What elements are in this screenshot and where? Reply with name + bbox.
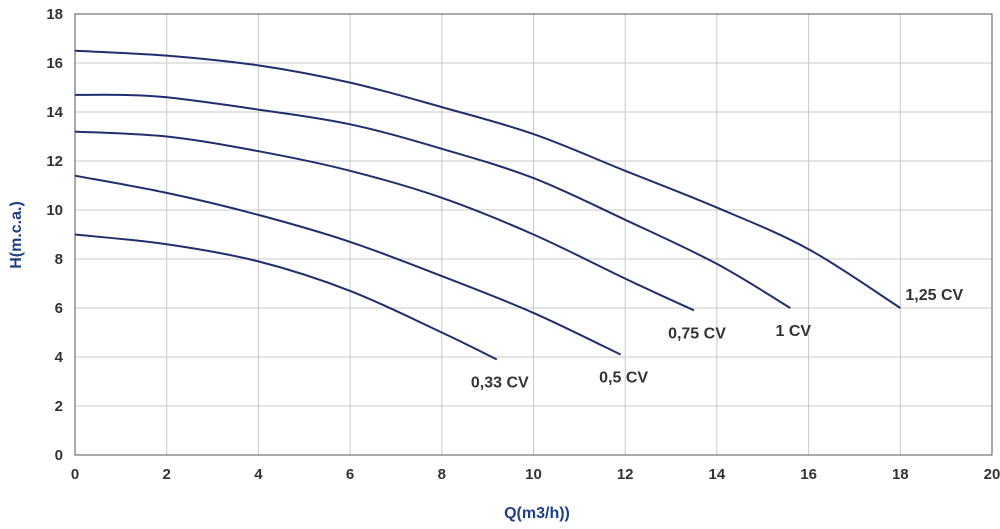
y-tick-label: 14 (46, 104, 63, 121)
x-tick-label: 14 (709, 466, 726, 483)
series-label: 1 CV (775, 323, 811, 340)
series-curve (74, 233, 498, 361)
series-label: 1,25 CV (905, 287, 963, 304)
x-tick-label: 6 (346, 466, 354, 483)
x-tick-label: 8 (438, 466, 446, 483)
y-tick-label: 16 (46, 55, 63, 72)
x-tick-label: 20 (984, 466, 1000, 483)
x-tick-label: 4 (254, 466, 263, 483)
y-tick-label: 18 (46, 6, 63, 23)
x-axis-title: Q(m3/h)) (504, 505, 570, 522)
series-curve (74, 130, 695, 312)
series-curve (74, 49, 901, 309)
x-tick-label: 0 (71, 466, 79, 483)
y-tick-label: 8 (55, 251, 63, 268)
x-tick-label: 10 (525, 466, 542, 483)
y-tick-label: 2 (55, 398, 63, 415)
series-label: 0,75 CV (668, 325, 726, 342)
x-tick-label: 18 (892, 466, 909, 483)
series-label: 0,5 CV (599, 370, 648, 387)
x-tick-label: 12 (617, 466, 634, 483)
series-curves (74, 49, 901, 361)
series-labels: 0,33 CV 0,5 CV 0,75 CV 1 CV 1,25 CV (471, 287, 964, 391)
y-tick-label: 0 (55, 447, 63, 464)
y-tick-label: 6 (55, 300, 63, 317)
y-tick-label: 12 (46, 153, 63, 170)
axis-ticks: 0 2 4 6 8 10 12 14 16 18 20 0 2 4 6 8 10 12 14 16 18 (46, 6, 1000, 483)
x-tick-label: 2 (163, 466, 171, 483)
y-tick-label: 10 (46, 202, 63, 219)
y-axis-title: H(m.c.a.) (8, 201, 25, 269)
series-label: 0,33 CV (471, 374, 529, 391)
series-curve (74, 174, 622, 356)
y-tick-label: 4 (55, 349, 64, 366)
series-curve (74, 93, 791, 309)
x-tick-label: 16 (800, 466, 817, 483)
